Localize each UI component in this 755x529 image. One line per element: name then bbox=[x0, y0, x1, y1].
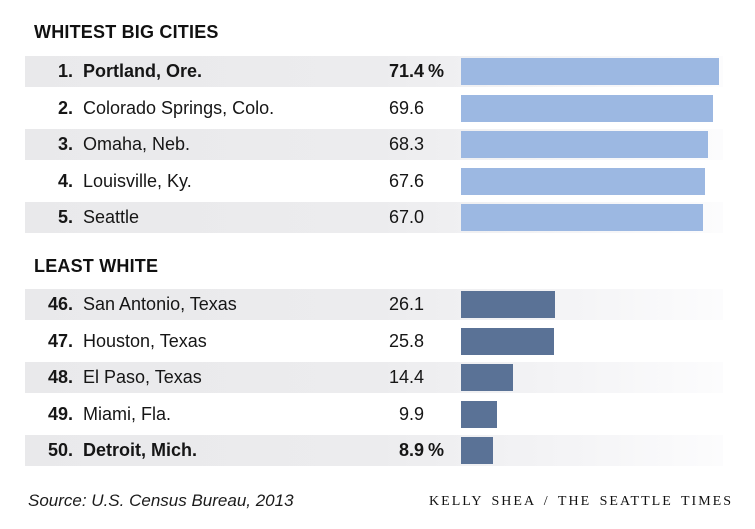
city-label: Omaha, Neb. bbox=[83, 134, 191, 154]
bar bbox=[461, 291, 556, 318]
value-label: 25.8 bbox=[388, 330, 424, 351]
bar bbox=[461, 131, 708, 158]
city-label: Detroit, Mich. bbox=[83, 440, 198, 460]
rank-label: 50. bbox=[47, 440, 73, 460]
bar bbox=[461, 400, 497, 428]
value-label: 69.6 bbox=[388, 97, 424, 118]
rank-label: 47. bbox=[47, 330, 73, 351]
table-row: 47. Houston, Texas 25.8 bbox=[25, 326, 723, 357]
city-label: El Paso, Texas bbox=[83, 367, 202, 387]
bar bbox=[461, 204, 704, 231]
percent-suffix: % bbox=[428, 440, 445, 460]
city-label: San Antonio, Texas bbox=[83, 294, 237, 314]
table-row: 3. Omaha, Neb. 68.3 bbox=[25, 129, 723, 160]
bar bbox=[461, 364, 513, 391]
city-label: Houston, Texas bbox=[83, 330, 207, 351]
table-row: 50. Detroit, Mich. 8.9% bbox=[25, 435, 723, 466]
table-row: 2. Colorado Springs, Colo. 69.6 bbox=[25, 93, 723, 124]
value-label: 8.9 bbox=[398, 440, 424, 460]
value-label: 68.3 bbox=[388, 134, 424, 154]
city-label: Seattle bbox=[83, 207, 140, 227]
table-row: 46. San Antonio, Texas 26.1 bbox=[25, 289, 723, 320]
rank-label: 49. bbox=[47, 403, 73, 424]
percent-suffix: % bbox=[428, 61, 445, 81]
table-row: 4. Louisville, Ky. 67.6 bbox=[25, 166, 723, 197]
rank-label: 4. bbox=[57, 170, 73, 191]
value-label: 26.1 bbox=[388, 294, 424, 314]
table-row: 48. El Paso, Texas 14.4 bbox=[25, 362, 723, 393]
city-label: Portland, Ore. bbox=[83, 61, 203, 81]
city-label: Miami, Fla. bbox=[83, 403, 172, 424]
bar bbox=[461, 327, 555, 355]
value-label: 14.4 bbox=[388, 367, 424, 387]
section-title-whitest-big-cities: WHITEST BIG CITIES bbox=[34, 22, 219, 42]
table-row: 49. Miami, Fla. 9.9 bbox=[25, 399, 723, 430]
rank-label: 2. bbox=[57, 97, 73, 118]
bar bbox=[461, 94, 713, 122]
rank-label: 48. bbox=[47, 367, 73, 387]
city-label: Colorado Springs, Colo. bbox=[83, 97, 275, 118]
bar bbox=[461, 167, 706, 195]
rank-label: 5. bbox=[57, 207, 73, 227]
least-white-rows: 46. San Antonio, Texas 26.1 47. Houston, Tex… bbox=[25, 289, 723, 466]
value-label: 71.4 bbox=[388, 61, 424, 81]
value-label: 9.9 bbox=[398, 403, 424, 424]
section-title-least-white: LEAST WHITE bbox=[34, 256, 159, 276]
city-label: Louisville, Ky. bbox=[83, 170, 192, 191]
bar bbox=[461, 437, 494, 464]
table-row: 5. Seattle 67.0 bbox=[25, 202, 723, 233]
value-label: 67.6 bbox=[388, 170, 424, 191]
rank-label: 1. bbox=[57, 61, 73, 81]
value-label: 67.0 bbox=[388, 207, 424, 227]
rank-label: 3. bbox=[57, 134, 73, 154]
rank-label: 46. bbox=[47, 294, 73, 314]
table-row: 1. Portland, Ore. 71.4% bbox=[25, 56, 723, 87]
credit-byline: KELLY SHEA / THE SEATTLE TIMES bbox=[429, 494, 733, 509]
bar bbox=[461, 58, 719, 85]
source-note: Source: U.S. Census Bureau, 2013 bbox=[28, 491, 294, 510]
whitest-cities-rows: 1. Portland, Ore. 71.4% 2. Colorado Springs,… bbox=[25, 56, 723, 233]
